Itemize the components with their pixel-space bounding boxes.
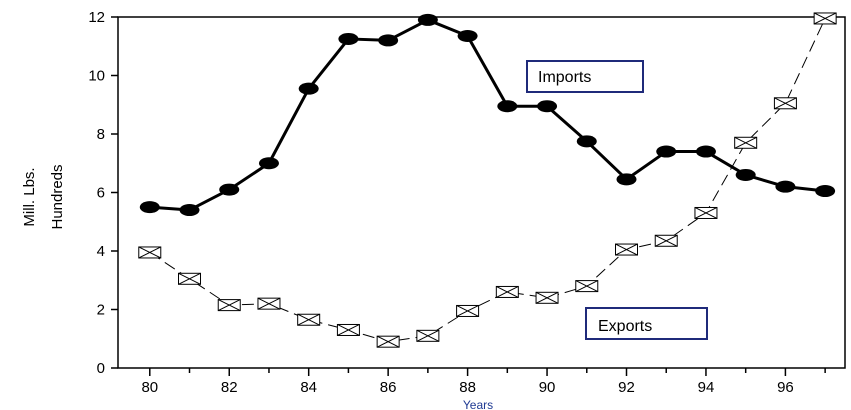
exports-point [416,329,440,342]
legend-imports: Imports [526,60,644,93]
legend-exports: Exports [585,307,708,340]
exports-point [575,280,599,293]
exports-line [149,18,826,343]
exports-point [535,291,559,304]
imports-point [417,13,438,26]
y-tick-label-4: 4 [97,243,105,260]
legend-exports-box [585,307,708,340]
imports-point [139,201,160,214]
exports-point [694,206,718,219]
exports-point [257,297,281,310]
legend-exports-label: Exports [598,318,652,335]
imports-point [775,180,796,193]
imports-point [219,183,240,196]
imports-point [695,145,716,158]
x-tick-label-92: 92 [618,379,635,396]
exports-point [376,335,400,348]
imports-point [179,204,200,217]
exports-point [734,136,758,149]
x-tick-label-94: 94 [698,379,715,396]
imports-point [656,145,677,158]
exports-point [813,12,837,25]
exports-point [297,313,321,326]
x-tick-label-96: 96 [777,379,794,396]
imports-point [815,185,836,198]
exports-point [654,234,678,247]
y-axis-title-line-2: Hundreds [49,164,66,229]
exports-point [456,304,480,317]
x-tick-label-90: 90 [539,379,556,396]
x-axis-title: Years [463,398,493,410]
legend-imports-label: Imports [538,69,591,86]
y-axis-title: Mill. Lbs. Hundreds [21,164,66,229]
exports-point [773,97,797,110]
imports-point [338,32,359,45]
exports-point [336,323,360,336]
imports-point [457,30,478,43]
exports-point [138,246,162,259]
imports-point [537,100,558,113]
imports-point [258,157,279,170]
y-tick-label-2: 2 [97,302,105,319]
exports-point [615,243,639,256]
exports-point [495,285,519,298]
x-tick-label-82: 82 [221,379,238,396]
axes: 0 2 4 6 8 10 12 80 82 84 86 88 90 92 94 96 [88,9,846,396]
x-tick-label-86: 86 [380,379,397,396]
imports-point [298,82,319,95]
x-tick-label-84: 84 [300,379,317,396]
exports-point [217,299,241,312]
imports-point [616,173,637,186]
imports-point [576,135,597,148]
y-tick-label-0: 0 [97,360,105,377]
y-tick-label-10: 10 [88,68,105,85]
x-tick-label-80: 80 [141,379,158,396]
y-tick-label-12: 12 [88,9,105,26]
imports-point [735,168,756,181]
imports-point [378,34,399,47]
series-layer [138,12,837,348]
x-tick-label-88: 88 [459,379,476,396]
imports-point [497,100,518,113]
legend-imports-box [526,60,644,93]
y-tick-label-6: 6 [97,185,105,202]
exports-point [178,272,202,285]
y-tick-label-8: 8 [97,126,105,143]
y-axis-title-line-1: Mill. Lbs. [21,167,38,226]
